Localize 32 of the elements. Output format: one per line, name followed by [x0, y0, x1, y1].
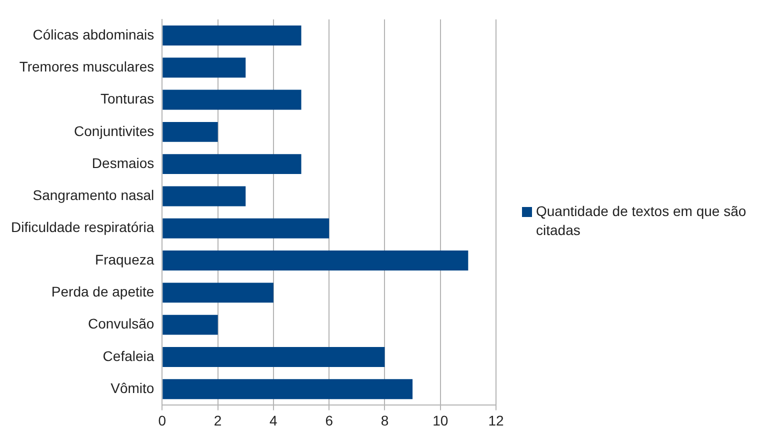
- x-tick-label: 8: [380, 412, 389, 428]
- x-tick-label: 12: [488, 412, 504, 428]
- y-tick-label: Sangramento nasal: [32, 187, 154, 204]
- bar: [162, 122, 218, 142]
- x-tick-label: 6: [325, 412, 334, 428]
- y-tick-label: Dificuldade respiratória: [10, 219, 154, 236]
- y-tick-label: Conjuntivites: [74, 122, 154, 139]
- x-tick-label: 4: [270, 412, 278, 428]
- x-tick-label: 2: [214, 412, 222, 428]
- y-tick-label: Desmaios: [92, 154, 154, 171]
- bar: [162, 314, 218, 335]
- y-tick-label: Fraqueza: [95, 251, 154, 268]
- bar: [162, 90, 302, 110]
- bar: [162, 186, 246, 206]
- x-tick-label: 0: [158, 412, 166, 428]
- bar: [162, 218, 330, 238]
- y-tick-label: Cólicas abdominais: [32, 26, 154, 42]
- bar: [162, 58, 246, 78]
- bar: [162, 154, 302, 174]
- bar: [162, 282, 274, 303]
- y-tick-label: Perda de apetite: [51, 284, 154, 300]
- bar: [162, 347, 385, 367]
- y-tick-label: Convulsão: [88, 316, 154, 332]
- bar: [162, 250, 468, 270]
- y-tick-label: Cefaleia: [102, 348, 154, 364]
- bar: [162, 26, 302, 46]
- y-tick-label: Vômito: [110, 380, 154, 396]
- x-tick-label: 10: [432, 412, 448, 428]
- y-tick-label: Tonturas: [100, 90, 154, 107]
- legend-label: Quantidade de textos em que são citadas: [536, 202, 748, 240]
- y-tick-label: Tremores musculares: [19, 58, 154, 74]
- bar: [162, 379, 413, 400]
